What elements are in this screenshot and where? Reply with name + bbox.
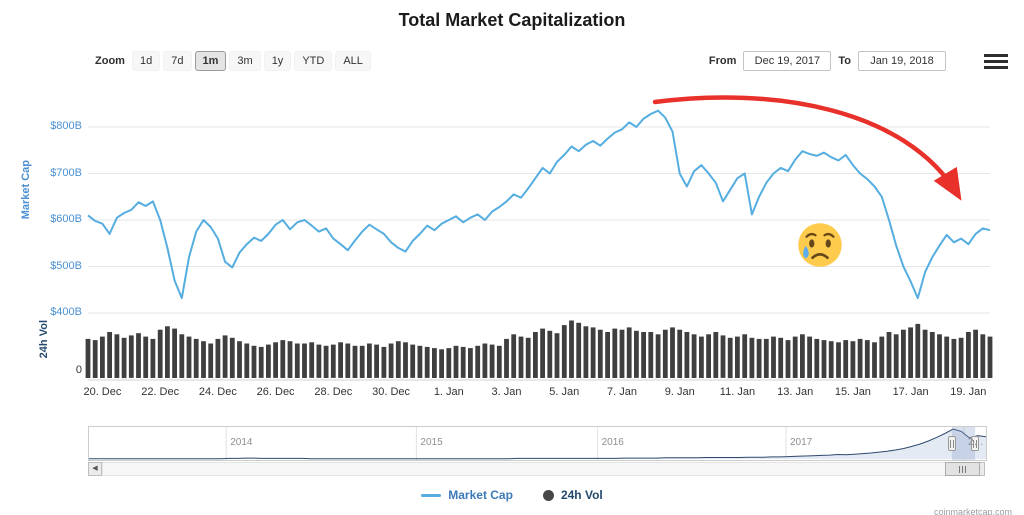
to-date-input[interactable] [858, 51, 946, 71]
navigator-series-svg [89, 427, 986, 460]
zoom-button-all[interactable]: ALL [335, 51, 371, 71]
volume-dot-marker [542, 489, 554, 501]
x-axis-tick-label: 28. Dec [314, 386, 353, 398]
chart-context-menu-button[interactable] [984, 54, 1008, 72]
legend-label-market-cap: Market Cap [448, 488, 513, 502]
zoom-button-group: 1d 7d 1m 3m 1y YTD ALL [132, 51, 371, 71]
market-cap-axis-title: Market Cap [20, 160, 32, 220]
x-axis-tick-label: 30. Dec [372, 386, 411, 398]
chart-title: Total Market Capitalization [398, 10, 626, 30]
from-label: From [708, 55, 737, 67]
main-chart-svg [85, 109, 993, 381]
x-axis-tick-label: 7. Jan [606, 386, 637, 398]
legend-item-24h-vol[interactable]: 24h Vol [542, 488, 603, 502]
navigator-year-label: 2015 [420, 437, 443, 448]
zoom-button-7d[interactable]: 7d [163, 51, 192, 71]
x-axis-tick-label: 26. Dec [256, 386, 295, 398]
x-axis-tick-label: 22. Dec [141, 386, 180, 398]
y-axis-tick-label: $800B [50, 120, 82, 132]
zoom-button-3m[interactable]: 3m [229, 51, 261, 71]
navigator-handle-right[interactable] [971, 436, 980, 451]
volume-axis-title: 24h Vol [38, 320, 50, 359]
market-cap-line-series [87, 109, 991, 300]
y-axis-tick-label: $700B [50, 166, 82, 179]
scrollbar-left-button[interactable]: ◀ [88, 462, 102, 476]
x-axis-tick-label: 5. Jan [549, 386, 580, 398]
x-axis-tick-label: 11. Jan [719, 386, 756, 398]
x-axis-tick-label: 15. Jan [834, 386, 871, 398]
x-axis-tick-label: 13. Jan [777, 386, 814, 398]
volume-axis-tick-label: 0 [75, 364, 82, 376]
legend: Market Cap 24h Vol [0, 488, 1024, 502]
scrollbar: ◀ ▶ [88, 462, 985, 476]
x-axis-tick-label: 24. Dec [198, 386, 237, 398]
navigator-year-label: 2016 [601, 437, 624, 448]
navigator-year-label: 2017 [789, 437, 813, 448]
zoom-button-1d[interactable]: 1d [132, 51, 161, 71]
crying-emoji-icon [796, 221, 844, 269]
x-axis-tick-label: 1. Jan [433, 386, 464, 398]
navigator-handle-left[interactable] [947, 436, 956, 451]
x-axis-tick-label: 20. Dec [83, 386, 122, 398]
zoom-label: Zoom [95, 55, 125, 67]
market-cap-line-marker [421, 493, 442, 497]
y-axis-tick-label: $600B [50, 213, 82, 225]
legend-label-24h-vol: 24h Vol [560, 488, 603, 502]
zoom-button-1y[interactable]: 1y [263, 51, 292, 71]
x-axis-tick-label: 19. Jan [950, 386, 987, 398]
x-axis-tick-label: 3. Jan [491, 386, 522, 398]
to-label: To [838, 55, 851, 67]
scrollbar-thumb[interactable] [944, 462, 981, 476]
navigator-year-label: 2… [968, 437, 984, 448]
navigator[interactable]: 2014 2015 2016 2017 2… [88, 426, 987, 461]
from-date-input[interactable] [743, 51, 832, 71]
y-axis-tick-label: $400B [50, 306, 82, 318]
y-axis-tick-label: $500B [50, 259, 82, 272]
watermark: coinmarketcap.com [933, 507, 1012, 515]
legend-item-market-cap[interactable]: Market Cap [421, 488, 513, 502]
volume-bars-series [85, 320, 993, 379]
x-axis-tick-label: 17. Jan [892, 386, 929, 398]
zoom-button-1m[interactable]: 1m [194, 51, 227, 71]
navigator-series-line [89, 428, 986, 460]
date-range-group: From To [709, 51, 946, 71]
scrollbar-track[interactable] [102, 462, 971, 476]
navigator-year-label: 2014 [230, 437, 253, 448]
zoom-button-ytd[interactable]: YTD [294, 51, 333, 71]
x-axis-tick-label: 9. Jan [664, 386, 695, 398]
